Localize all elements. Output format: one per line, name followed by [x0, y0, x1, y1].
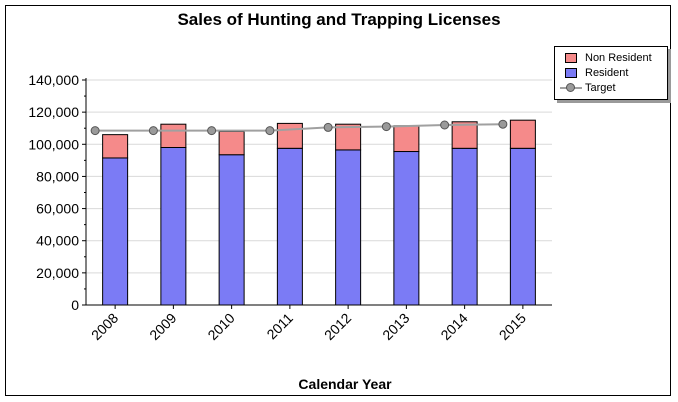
legend-swatch-non-resident [565, 53, 577, 63]
legend-item-non-resident: Non Resident [555, 51, 667, 65]
legend-swatch-resident [565, 68, 577, 78]
y-tick-label: 80,000 [36, 168, 79, 184]
bar-resident [218, 154, 245, 306]
bar-resident [160, 147, 187, 306]
bar-resident [393, 151, 420, 306]
x-tick-label: 2011 [263, 310, 296, 343]
x-tick-label: 2012 [321, 310, 354, 343]
target-point [323, 122, 333, 132]
y-tick-label: 100,000 [28, 136, 79, 152]
legend-marker-target [566, 83, 575, 92]
y-tick-label: 60,000 [36, 201, 79, 217]
x-tick-label: 2010 [204, 310, 237, 343]
bar-resident [509, 147, 536, 306]
bar-resident [102, 157, 129, 306]
bar-non-resident [393, 125, 420, 153]
target-point [381, 122, 391, 132]
bar-non-resident [102, 134, 129, 159]
y-tick-label: 120,000 [28, 104, 79, 120]
bar-resident [451, 147, 478, 306]
legend-label-non-resident: Non Resident [585, 52, 652, 64]
y-tick-label: 140,000 [28, 72, 79, 88]
legend-item-resident: Resident [555, 66, 667, 80]
target-point [498, 119, 508, 129]
x-tick-label: 2015 [496, 310, 529, 343]
bar-non-resident [218, 130, 245, 156]
bar-resident [335, 149, 362, 306]
y-tick-label: 20,000 [36, 265, 79, 281]
bar-non-resident [451, 121, 478, 149]
bar-non-resident [160, 123, 187, 148]
x-tick-label: 2008 [88, 310, 121, 343]
bar-non-resident [335, 123, 362, 151]
target-point [207, 126, 217, 136]
legend-label-resident: Resident [585, 67, 629, 79]
x-axis-label: Calendar Year [298, 376, 392, 392]
target-point [440, 120, 450, 130]
legend-item-target: Target [555, 81, 667, 95]
bar-non-resident [509, 119, 536, 149]
y-tick-label: 40,000 [36, 233, 79, 249]
target-point [148, 126, 158, 136]
legend-label-target: Target [585, 82, 616, 94]
x-tick-label: 2009 [146, 310, 179, 343]
target-point [265, 126, 275, 136]
x-tick-label: 2013 [379, 310, 412, 343]
target-line [95, 123, 503, 132]
bar-non-resident [276, 122, 303, 149]
chart-title: Sales of Hunting and Trapping Licenses [177, 10, 501, 29]
legend: Non Resident Resident Target [554, 46, 668, 100]
target-point [90, 126, 100, 136]
y-tick-label: 0 [71, 297, 79, 313]
x-tick-label: 2014 [437, 310, 470, 343]
bar-resident [276, 147, 303, 306]
